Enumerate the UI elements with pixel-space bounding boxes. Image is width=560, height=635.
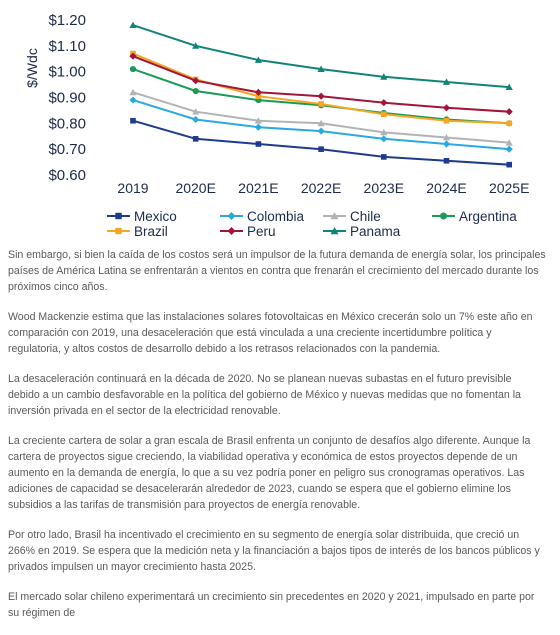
article-paragraph-6: El mercado solar chileno experimentará u… — [8, 591, 535, 619]
data-point-peru — [254, 88, 262, 96]
y-tick-label: $1.00 — [48, 64, 86, 81]
data-point-brazil — [443, 117, 450, 124]
series-chile — [129, 88, 513, 146]
data-point-mexico — [130, 117, 136, 124]
series-peru — [129, 52, 513, 116]
article-paragraph-3: La desaceleración continuará en la décad… — [8, 373, 521, 417]
series-mexico — [130, 117, 512, 168]
data-point-peru — [129, 52, 137, 60]
data-point-peru — [192, 77, 200, 85]
data-point-panama — [380, 73, 388, 80]
data-point-brazil — [255, 93, 262, 100]
data-point-colombia — [254, 123, 262, 131]
legend-item-peru: Peru — [220, 224, 276, 239]
legend-marker-argentina — [440, 212, 447, 220]
x-tick-label: 2020E — [175, 180, 215, 196]
legend-item-argentina: Argentina — [432, 209, 517, 224]
data-point-chile — [317, 119, 325, 127]
x-tick-label: 2024E — [426, 180, 466, 196]
data-point-mexico — [381, 154, 387, 160]
data-point-chile — [254, 117, 262, 124]
legend-marker-colombia — [227, 212, 236, 220]
y-axis-ticks: $0.60 $0.70 $0.80 $0.90 $1.00 $1.10 $1.20 — [48, 12, 86, 184]
data-point-mexico — [443, 157, 450, 164]
legend-label-chile: Chile — [350, 209, 381, 224]
y-tick-label: $0.80 — [48, 115, 86, 132]
legend-label-argentina: Argentina — [459, 209, 517, 224]
legend-item-panama: Panama — [323, 224, 401, 239]
article-paragraph-2: Wood Mackenzie estima que las instalacio… — [8, 311, 533, 355]
y-tick-label: $0.90 — [48, 90, 86, 107]
data-point-chile — [442, 133, 451, 141]
data-point-peru — [442, 104, 451, 112]
data-point-peru — [505, 108, 513, 116]
data-point-argentina — [129, 65, 137, 73]
legend-item-colombia: Colombia — [220, 209, 305, 224]
data-point-colombia — [505, 145, 513, 153]
article-paragraph-1: Sin embargo, si bien la caída de los cos… — [8, 249, 546, 293]
legend-item-mexico: Mexico — [107, 209, 177, 224]
data-point-chile — [129, 88, 137, 96]
x-tick-label: 2022E — [301, 180, 341, 196]
article-paragraph-5: Por otro lado, Brasil ha incentivado el … — [8, 529, 540, 573]
legend-marker-panama — [330, 227, 339, 235]
data-point-colombia — [192, 115, 200, 124]
legend-item-brazil: Brazil — [107, 224, 168, 239]
series-panama — [129, 21, 513, 91]
data-point-brazil — [506, 120, 512, 127]
series-colombia — [129, 96, 513, 153]
data-point-panama — [505, 83, 513, 91]
data-point-colombia — [442, 140, 451, 148]
x-axis-ticks: 2019 2020E 2021E 2022E 2023E 2024E 2025E — [117, 180, 529, 196]
data-point-colombia — [380, 135, 388, 143]
y-tick-label: $0.60 — [48, 167, 86, 184]
x-tick-label: 2025E — [489, 180, 529, 196]
legend-label-mexico: Mexico — [134, 209, 177, 224]
data-point-brazil — [318, 101, 324, 107]
data-point-mexico — [318, 146, 324, 152]
x-tick-label: 2023E — [364, 180, 404, 196]
series-lines — [129, 21, 513, 168]
article-paragraph-4: La creciente cartera de solar a gran esc… — [8, 435, 531, 511]
data-point-mexico — [255, 141, 262, 147]
y-tick-label: $0.70 — [48, 141, 86, 158]
data-point-chile — [192, 108, 200, 115]
legend-marker-mexico — [115, 212, 122, 220]
y-tick-label: $1.10 — [48, 38, 86, 55]
legend: Mexico Colombia Chile Argentina Brazil Peru Pa… — [107, 209, 517, 239]
legend-item-chile: Chile — [323, 209, 381, 224]
data-point-peru — [317, 92, 325, 100]
legend-marker-peru — [227, 227, 236, 235]
legend-label-brazil: Brazil — [134, 224, 168, 239]
data-point-panama — [129, 21, 137, 29]
data-point-panama — [442, 78, 451, 85]
legend-marker-chile — [330, 212, 339, 220]
legend-label-peru: Peru — [247, 224, 276, 239]
legend-label-panama: Panama — [350, 224, 401, 239]
data-point-panama — [317, 65, 325, 72]
data-point-panama — [254, 56, 262, 63]
data-point-brazil — [381, 111, 387, 118]
data-point-mexico — [506, 161, 512, 168]
series-line-mexico — [132, 119, 510, 166]
data-point-colombia — [129, 96, 137, 104]
x-tick-label: 2021E — [238, 180, 278, 196]
data-point-panama — [192, 42, 200, 49]
article-body: Sin embargo, si bien la caída de los cos… — [8, 247, 546, 635]
data-point-colombia — [317, 127, 325, 135]
x-tick-label: 2019 — [117, 180, 148, 196]
data-point-peru — [380, 99, 388, 107]
legend-marker-brazil — [115, 227, 122, 235]
data-point-mexico — [192, 136, 199, 142]
data-point-chile — [505, 139, 513, 146]
data-point-argentina — [192, 87, 199, 95]
legend-label-colombia: Colombia — [247, 209, 305, 224]
data-point-chile — [380, 128, 388, 136]
y-axis-label: $/Wdc — [24, 48, 40, 88]
y-tick-label: $1.20 — [48, 12, 86, 29]
cost-line-chart: $/Wdc $0.60 $0.70 $0.80 $0.90 $1.00 $1.10 $1.2… — [24, 12, 529, 239]
